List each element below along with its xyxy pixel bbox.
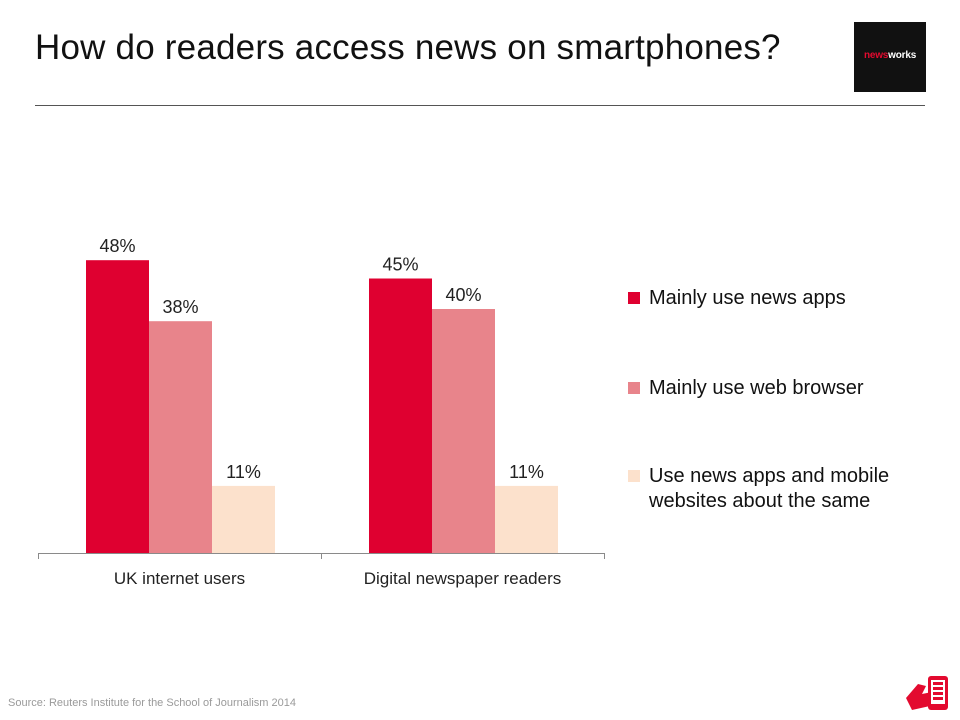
bar-s1-c0: [149, 321, 212, 553]
legend-swatch-web-browser: [628, 382, 640, 394]
data-label-s2-c0: 11%: [226, 462, 261, 482]
legend-label-news-apps: Mainly use news apps: [649, 287, 846, 309]
title-divider: [35, 105, 925, 106]
logo-wordmark: newsworks: [863, 50, 917, 61]
data-label-s2-c1: 11%: [509, 462, 544, 482]
legend-label-web-browser: Mainly use web browser: [649, 377, 864, 399]
bar-s0-c1: [369, 278, 432, 553]
bar-s2-c1: [495, 485, 558, 553]
legend-swatch-apps-and-websites: [628, 470, 640, 482]
data-label-s0-c0: 48%: [99, 236, 135, 256]
bar-s2-c0: [212, 485, 275, 553]
bar-s1-c1: [432, 309, 495, 553]
data-label-s1-c0: 38%: [162, 297, 198, 317]
legend-swatch-news-apps: [628, 292, 640, 304]
x-tick-label-0: UK internet users: [114, 569, 245, 588]
data-label-s0-c1: 45%: [382, 255, 418, 275]
hand-phone-icon: [906, 676, 948, 710]
source-note: Source: Reuters Institute for the School…: [8, 697, 296, 709]
page-title: How do readers access news on smartphone…: [35, 28, 781, 67]
newsworks-logo: newsworks: [854, 22, 926, 92]
data-label-s1-c1: 40%: [445, 285, 481, 305]
logo-n-mark: [854, 22, 926, 92]
bar-s0-c0: [86, 260, 149, 553]
legend-label-apps-and-websites: Use news apps and mobile websites about …: [649, 465, 890, 512]
x-tick-label-1: Digital newspaper readers: [364, 569, 562, 588]
